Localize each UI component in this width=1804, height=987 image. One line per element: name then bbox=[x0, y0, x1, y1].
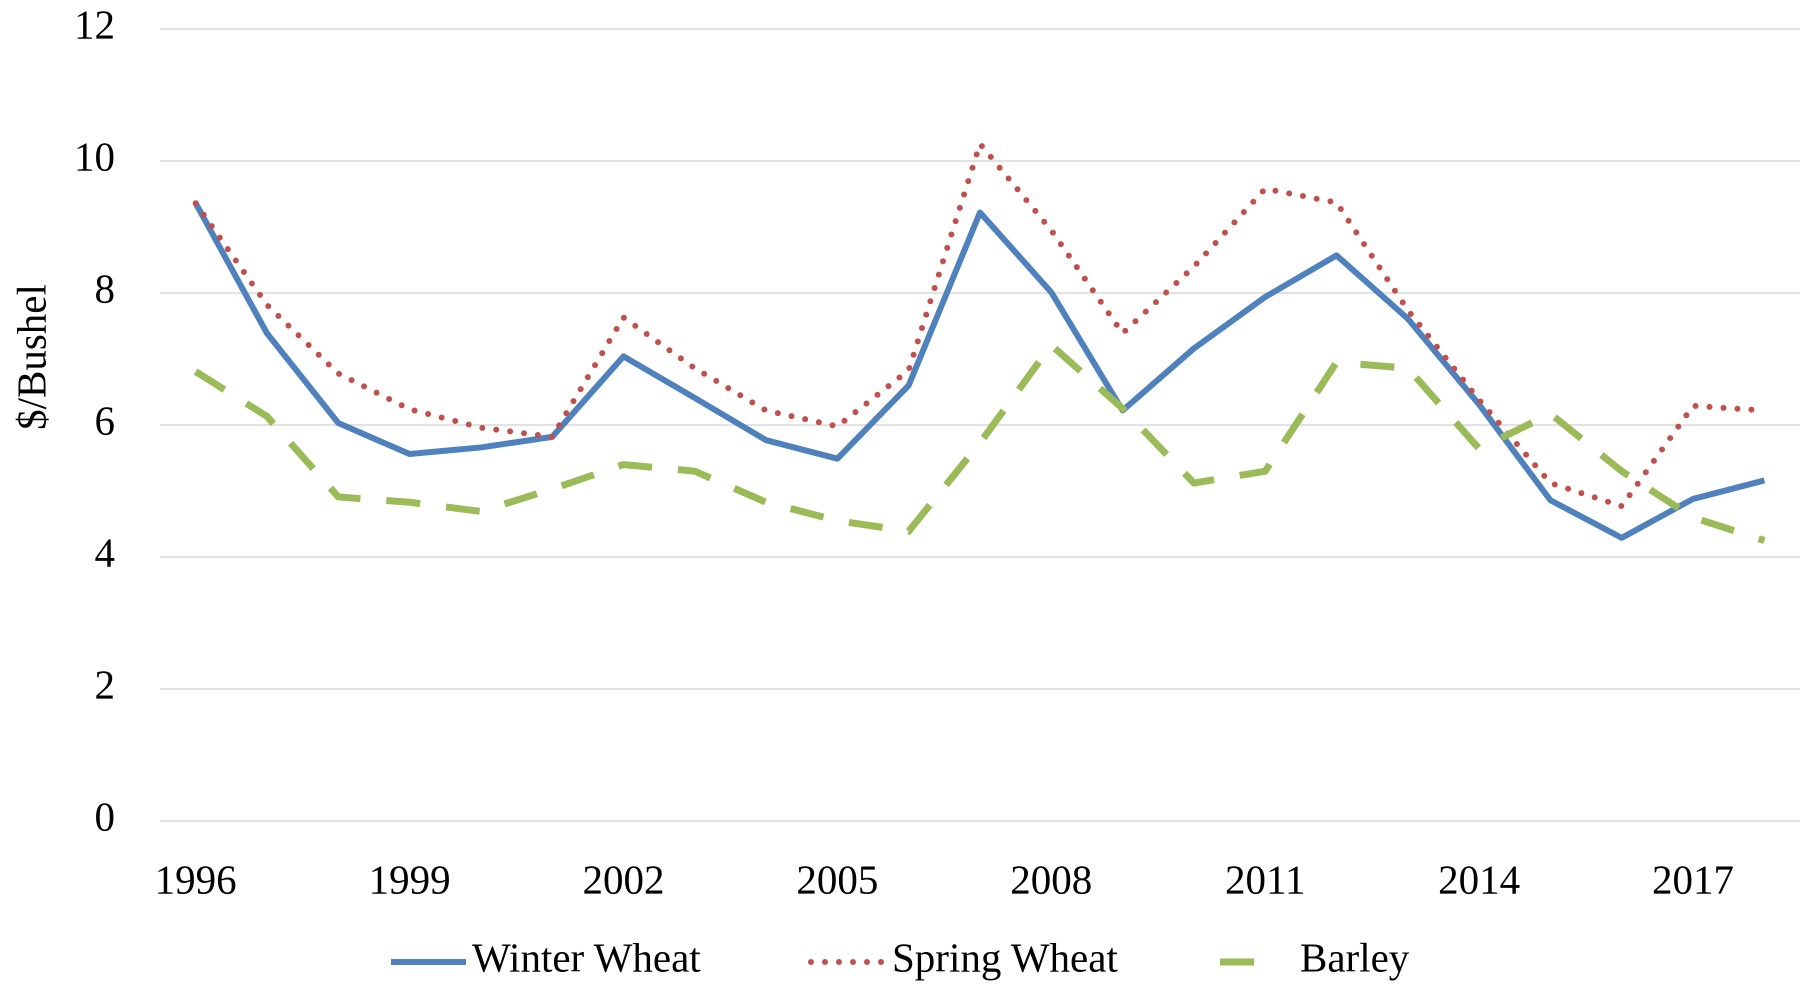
legend-label: Spring Wheat bbox=[892, 934, 1118, 980]
y-tick-label: 4 bbox=[95, 529, 116, 575]
legend-label: Winter Wheat bbox=[472, 934, 701, 980]
legend-label: Barley bbox=[1300, 934, 1410, 980]
x-tick-label: 2017 bbox=[1652, 856, 1734, 902]
x-tick-label: 2011 bbox=[1225, 856, 1305, 902]
line-series bbox=[192, 140, 1768, 510]
x-tick-label: 2014 bbox=[1438, 856, 1520, 902]
line-series bbox=[193, 201, 1766, 541]
y-tick-label: 6 bbox=[95, 397, 116, 443]
y-tick-label: 10 bbox=[74, 133, 115, 179]
y-tick-label: 12 bbox=[74, 1, 115, 47]
line-series bbox=[193, 341, 1766, 544]
y-tick-label: 2 bbox=[95, 661, 116, 707]
x-tick-label: 2008 bbox=[1010, 856, 1092, 902]
x-tick-label: 2005 bbox=[796, 856, 878, 902]
x-tick-label: 1996 bbox=[155, 856, 237, 902]
y-axis-label: $/Bushel bbox=[8, 284, 54, 430]
x-tick-label: 2002 bbox=[582, 856, 664, 902]
y-tick-label: 8 bbox=[95, 265, 116, 311]
y-tick-label: 0 bbox=[95, 793, 116, 839]
x-tick-label: 1999 bbox=[369, 856, 451, 902]
